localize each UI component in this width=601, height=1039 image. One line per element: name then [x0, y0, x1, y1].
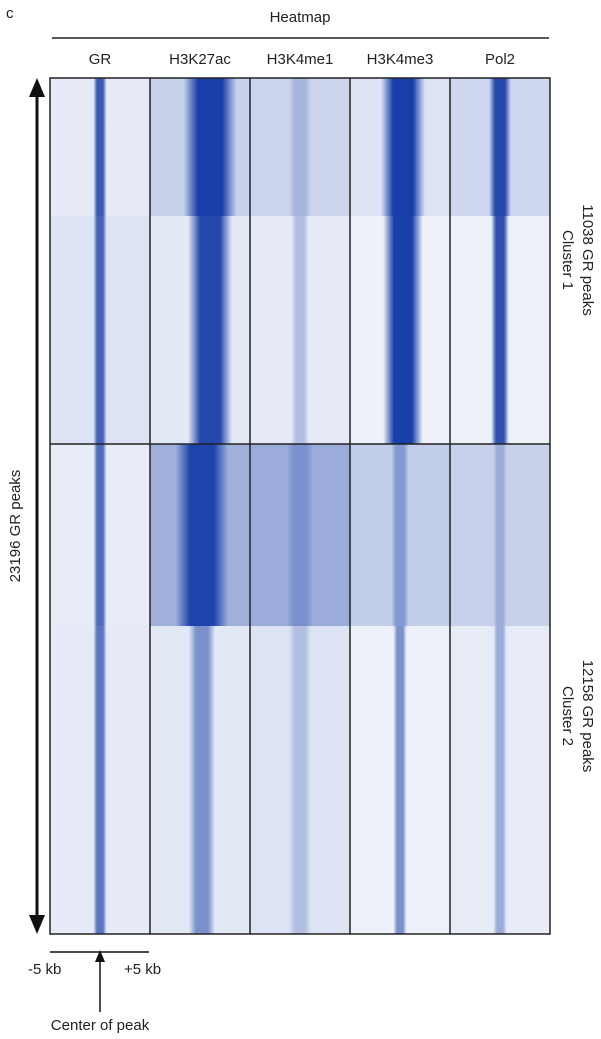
- heatmap-tracks: [50, 78, 550, 934]
- heatmap-band-gr-3: [50, 444, 150, 626]
- heatmap-band-h3k4me1-4: [250, 626, 350, 934]
- track-labels: GR H3K27ac H3K4me1 H3K4me3 Pol2: [89, 51, 515, 68]
- heatmap-band-h3k4me1-3: [250, 444, 350, 626]
- row-axis-arrow: [29, 78, 45, 934]
- heatmap-band-gr-2: [50, 216, 150, 444]
- cluster-2-peaks: 12158 GR peaks: [579, 660, 596, 773]
- x-center-label: Center of peak: [51, 1017, 150, 1034]
- heatmap-band-pol2-4: [450, 626, 550, 934]
- cluster-1-name: Cluster 1: [559, 230, 576, 290]
- heatmap-band-h3k4me1-2: [250, 216, 350, 444]
- heatmap-frame: [49, 77, 551, 935]
- track-label-h3k27ac: H3K27ac: [169, 51, 231, 68]
- x-scale: [50, 950, 149, 1012]
- row-axis-label: 23196 GR peaks: [7, 470, 24, 583]
- cluster-2-name: Cluster 2: [559, 686, 576, 746]
- cluster-1-peaks: 11038 GR peaks: [579, 204, 596, 315]
- panel-letter: c: [6, 5, 14, 22]
- heatmap-band-pol2-1: [450, 78, 550, 216]
- heatmap-band-h3k4me1-1: [250, 78, 350, 216]
- heatmap-band-h3k27ac-3: [150, 444, 250, 626]
- heatmap-band-h3k4me3-4: [350, 626, 450, 934]
- heatmap-band-pol2-3: [450, 444, 550, 626]
- heatmap-band-h3k27ac-1: [150, 78, 250, 216]
- heatmap-band-h3k27ac-4: [150, 626, 250, 934]
- track-label-h3k4me1: H3K4me1: [267, 51, 334, 68]
- heatmap-band-gr-1: [50, 78, 150, 216]
- x-right-label: +5 kb: [124, 961, 161, 978]
- heatmap-band-h3k4me3-3: [350, 444, 450, 626]
- track-label-pol2: Pol2: [485, 51, 515, 68]
- track-label-h3k4me3: H3K4me3: [367, 51, 434, 68]
- heatmap-band-gr-4: [50, 626, 150, 934]
- track-label-gr: GR: [89, 51, 112, 68]
- heatmap-band-h3k27ac-2: [150, 216, 250, 444]
- x-left-label: -5 kb: [28, 961, 61, 978]
- heatmap-band-h3k4me3-2: [350, 216, 450, 444]
- chart-title: Heatmap: [270, 9, 331, 26]
- heatmap-band-h3k4me3-1: [350, 78, 450, 216]
- heatmap-band-pol2-2: [450, 216, 550, 444]
